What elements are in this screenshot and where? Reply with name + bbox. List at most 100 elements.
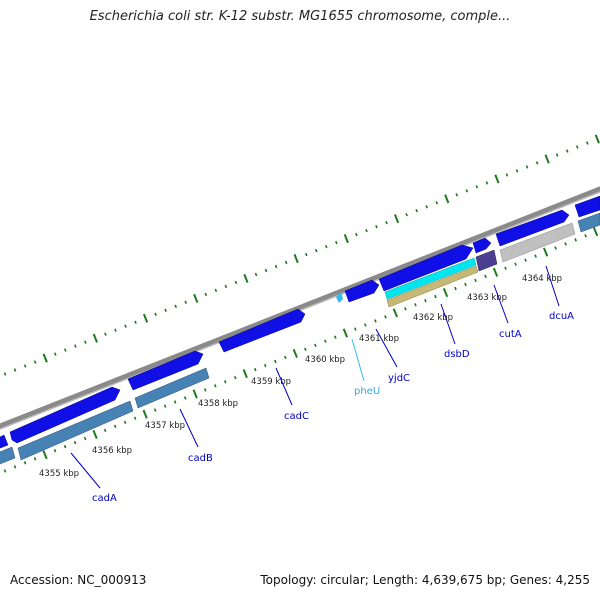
minor-tick	[53, 449, 57, 453]
minor-tick	[314, 343, 317, 347]
minor-tick	[465, 189, 469, 193]
minor-tick	[484, 274, 487, 279]
trna-arrow[interactable]	[336, 292, 343, 303]
cds-arrow[interactable]	[378, 244, 474, 292]
major-tick	[243, 273, 249, 283]
minor-tick	[515, 169, 519, 173]
major-tick	[142, 313, 149, 323]
minor-tick	[454, 286, 457, 291]
minor-tick	[385, 221, 388, 225]
minor-tick	[505, 173, 509, 177]
minor-tick	[214, 288, 218, 293]
major-tick	[393, 214, 400, 224]
gray-feature[interactable]	[499, 222, 576, 263]
forward-features	[0, 195, 600, 452]
minor-tick	[464, 282, 467, 287]
minor-tick	[234, 280, 238, 285]
minor-tick	[405, 212, 408, 217]
minor-tick	[103, 428, 107, 433]
gene-label-cadB[interactable]: cadB	[188, 453, 213, 464]
major-tick	[92, 429, 98, 439]
minor-tick	[114, 328, 117, 332]
gene-label-yjdC[interactable]: yjdC	[388, 373, 410, 384]
gene-label-cadC[interactable]: cadC	[284, 411, 309, 422]
cds-arrow[interactable]	[574, 195, 600, 218]
minor-tick	[253, 367, 257, 372]
major-tick	[242, 369, 248, 379]
major-tick	[342, 328, 349, 338]
tick-label: 4364 kbp	[522, 274, 562, 284]
major-tick	[42, 353, 48, 363]
minor-tick	[274, 264, 278, 269]
leader-line	[440, 303, 456, 345]
major-tick	[193, 293, 199, 303]
minor-tick	[63, 348, 67, 352]
major-tick	[292, 348, 298, 358]
minor-tick	[74, 344, 77, 348]
minor-tick	[113, 424, 117, 429]
minor-tick	[424, 299, 427, 303]
gene-label-pheU[interactable]: pheU	[354, 386, 380, 397]
tan-feature[interactable]	[386, 265, 479, 308]
minor-tick	[224, 284, 228, 289]
minor-tick	[263, 363, 267, 368]
major-tick	[92, 333, 98, 343]
minor-tick	[33, 360, 37, 364]
major-tick	[293, 253, 299, 264]
minor-tick	[3, 372, 7, 376]
cds-arrow[interactable]	[344, 279, 380, 303]
minor-tick	[23, 364, 27, 368]
gene-label-cadA[interactable]: cadA	[92, 493, 117, 504]
minor-tick	[3, 469, 7, 473]
minor-tick	[283, 355, 287, 360]
cds-arrow[interactable]	[472, 237, 492, 254]
minor-tick	[173, 400, 177, 404]
reverse-band[interactable]	[17, 400, 134, 461]
minor-tick	[13, 465, 17, 469]
minor-tick	[184, 300, 188, 304]
minor-tick	[425, 205, 428, 209]
reverse-band[interactable]	[577, 212, 600, 233]
minor-tick	[414, 303, 417, 307]
minor-tick	[154, 312, 157, 316]
tick-label: 4358 kbp	[198, 399, 238, 409]
cds-arrow[interactable]	[495, 209, 570, 247]
major-tick	[42, 450, 48, 460]
major-tick	[343, 234, 349, 244]
cds-arrow[interactable]	[127, 350, 204, 391]
minor-tick	[304, 347, 307, 351]
minor-tick	[163, 404, 167, 408]
minor-tick	[404, 307, 407, 311]
major-tick	[142, 409, 148, 419]
reverse-band[interactable]	[0, 446, 16, 468]
minor-tick	[355, 232, 358, 237]
leader-line	[493, 284, 509, 324]
minor-tick	[334, 335, 337, 339]
gene-label-dsbD[interactable]: dsbD	[444, 349, 470, 360]
gene-label-cutA[interactable]: cutA	[499, 329, 522, 340]
minor-tick	[514, 262, 517, 266]
leader-line	[275, 367, 293, 406]
minor-tick	[314, 248, 318, 253]
reverse-band[interactable]	[134, 367, 210, 409]
minor-tick	[273, 359, 277, 364]
minor-tick	[524, 258, 527, 262]
purple-feature[interactable]	[475, 249, 498, 272]
minor-tick	[324, 244, 328, 249]
minor-tick	[535, 161, 539, 165]
major-tick	[494, 174, 500, 184]
minor-tick	[435, 201, 439, 205]
cyan-feature[interactable]	[384, 257, 477, 300]
minor-tick	[204, 292, 208, 297]
leader-line	[351, 338, 365, 382]
minor-tick	[564, 242, 567, 246]
minor-tick	[584, 234, 587, 238]
minor-tick	[324, 339, 327, 343]
cds-arrow[interactable]	[0, 434, 9, 452]
major-tick	[544, 154, 550, 164]
cds-arrow[interactable]	[9, 386, 121, 444]
minor-tick	[284, 260, 288, 265]
gene-label-dcuA[interactable]: dcuA	[549, 311, 574, 322]
minor-tick	[123, 420, 127, 424]
cds-arrow[interactable]	[218, 308, 306, 353]
